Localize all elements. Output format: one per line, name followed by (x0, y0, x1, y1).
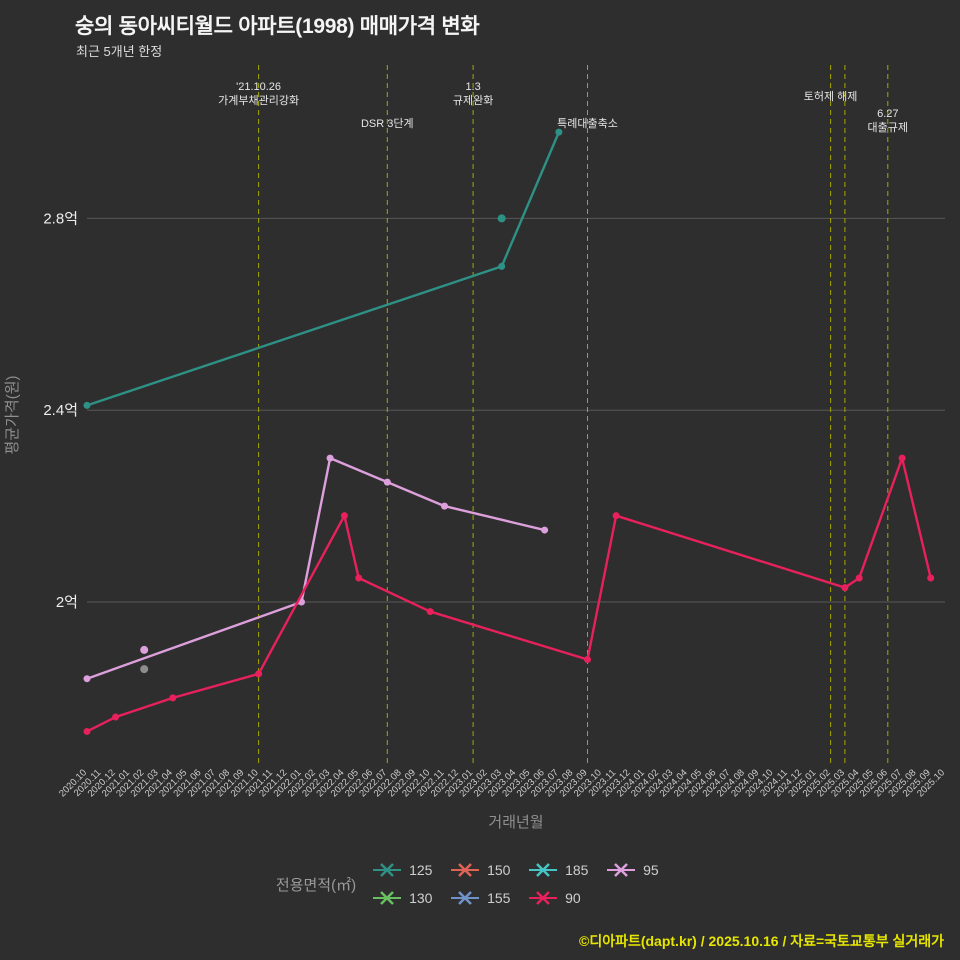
event-label: '21.10.26 (236, 81, 281, 93)
legend-line-x-marker-icon (529, 863, 558, 877)
legend-item-155[interactable]: 155 (450, 890, 528, 906)
isolated-point (497, 214, 506, 223)
data-point-90 (426, 608, 434, 616)
y-axis-title: 평균가격(원) (4, 376, 21, 455)
data-point-90 (340, 512, 348, 520)
legend-item-label: 90 (565, 890, 581, 906)
page-title: 숭의 동아씨티월드 아파트(1998) 매매가격 변화 (75, 15, 480, 38)
legend-item-130[interactable]: 130 (372, 890, 450, 906)
data-point-90 (255, 670, 263, 678)
event-label: 대출규제 (868, 121, 908, 134)
legend-item-185[interactable]: 185 (528, 862, 606, 878)
legend-item-label: 95 (643, 862, 659, 878)
event-label: 가계부채관리강화 (218, 94, 299, 107)
legend-item-label: 155 (487, 890, 511, 906)
legend-line-x-marker-icon (373, 891, 402, 905)
event-label: 6.27 (877, 108, 898, 120)
data-point-90 (841, 584, 849, 592)
data-point-95 (326, 454, 334, 462)
data-point-90 (855, 574, 863, 582)
data-point-90 (927, 574, 935, 582)
legend-item-label: 125 (409, 862, 433, 878)
data-point-125 (83, 401, 91, 409)
data-point-90 (83, 727, 91, 735)
legend-item-label: 130 (409, 890, 433, 906)
x-axis-title: 거래년월 (488, 814, 543, 831)
data-point-95 (83, 675, 91, 683)
y-tick-label: 2.8억 (43, 210, 78, 227)
data-point-90 (355, 574, 363, 582)
data-point-95 (441, 502, 448, 510)
legend-line-x-marker-icon (451, 863, 480, 877)
series-line-125 (86, 131, 561, 407)
legend-line-x-marker-icon (529, 891, 558, 905)
data-point-125 (498, 262, 506, 270)
legend-title: 전용면적(㎡) (275, 876, 357, 894)
isolated-point (140, 665, 149, 674)
legend-items: 125 150 185 95 130 155 90 (372, 862, 684, 906)
legend-item-90[interactable]: 90 (528, 890, 606, 906)
series-line-90 (86, 456, 932, 733)
data-point-90 (169, 694, 177, 702)
data-point-90 (898, 454, 906, 462)
legend-line-x-marker-icon (607, 863, 636, 877)
data-point-90 (584, 656, 591, 664)
series-line-95 (86, 456, 545, 680)
isolated-point (140, 645, 149, 654)
event-label: 규제완화 (453, 94, 493, 107)
footer-credit: ©디아파트(dapt.kr) / 2025.10.16 / 자료=국토교통부 실… (579, 933, 944, 949)
event-label: 1.3 (465, 81, 480, 93)
legend-item-label: 150 (487, 862, 511, 878)
legend-item-95[interactable]: 95 (606, 862, 684, 878)
event-label: 토허제 해제 (804, 89, 858, 103)
y-tick-label: 2.4억 (43, 402, 78, 419)
legend-item-150[interactable]: 150 (450, 862, 528, 878)
data-point-125 (555, 128, 563, 136)
legend-item-label: 185 (565, 862, 589, 878)
data-point-95 (541, 526, 549, 534)
event-label: 특례대출축소 (557, 117, 618, 130)
legend-line-x-marker-icon (451, 891, 480, 905)
data-point-95 (383, 478, 391, 486)
data-point-90 (112, 713, 120, 721)
event-label: DSR 3단계 (361, 117, 414, 130)
y-tick-label: 2억 (56, 594, 78, 611)
page-subtitle: 최근 5개년 한정 (76, 44, 163, 59)
data-point-90 (612, 512, 620, 520)
legend-line-x-marker-icon (373, 863, 402, 877)
legend-item-125[interactable]: 125 (372, 862, 450, 878)
legend: 전용면적(㎡) 125 150 185 95 130 155 90 (0, 862, 960, 906)
